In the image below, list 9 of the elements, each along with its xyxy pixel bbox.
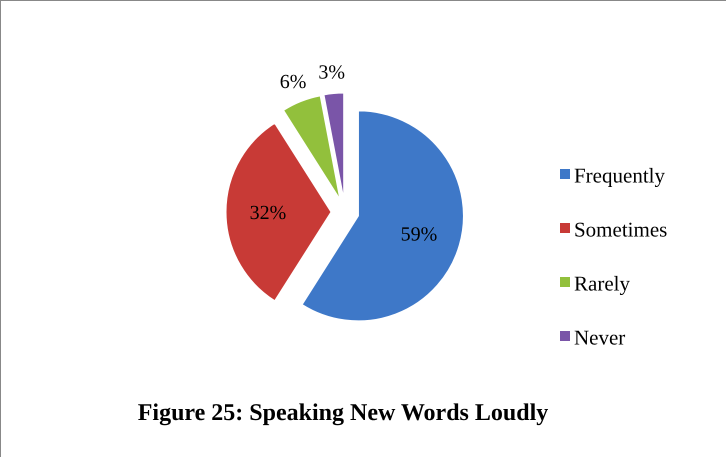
legend-label: Rarely [574,271,630,296]
data-label: 6% [280,70,306,93]
legend-label: Never [574,325,626,350]
text: Figure 25: Speaking New Words Loudly [138,400,548,426]
data-label: 3% [318,62,346,84]
legend-label: Sometimes [574,217,668,242]
data-label: 59% [400,223,438,246]
data-label: 32% [250,202,286,224]
legend-label: Frequently [574,163,666,188]
